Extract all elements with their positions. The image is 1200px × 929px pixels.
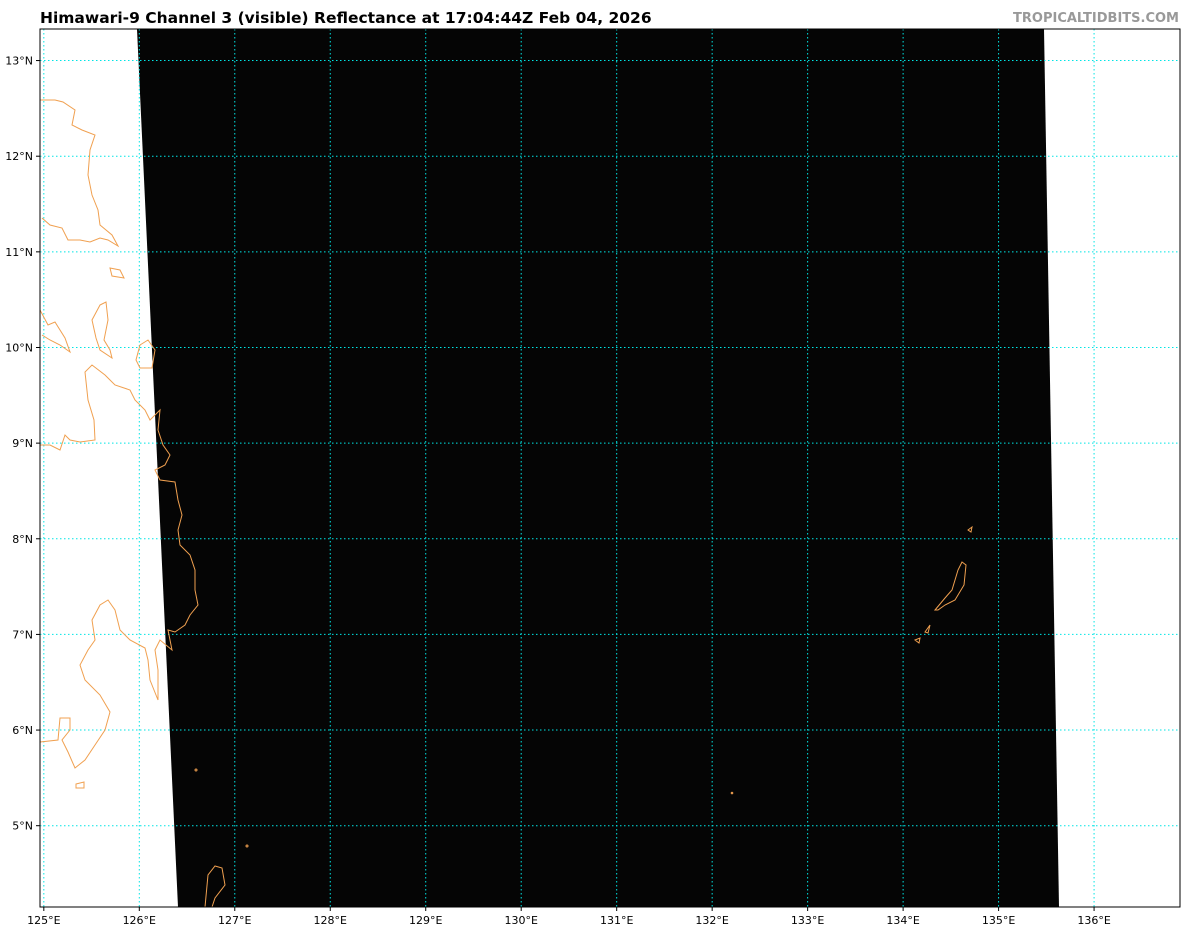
- coastline-small-island: [75, 781, 85, 789]
- lat-tick-label: 7°N: [12, 628, 33, 641]
- coastline-siargao: [91, 301, 113, 360]
- coastline-dinagat: [109, 267, 125, 279]
- coastline-palau: [913, 525, 973, 644]
- lon-tick-label: 134°E: [886, 914, 919, 927]
- lat-tick-label: 10°N: [5, 341, 33, 354]
- lat-tick-label: 13°N: [5, 55, 33, 68]
- lon-tick-label: 125°E: [27, 914, 60, 927]
- lon-tick-label: 136°E: [1077, 914, 1110, 927]
- lon-tick-label: 133°E: [791, 914, 824, 927]
- coastline-leyte: [40, 309, 71, 354]
- lat-tick-label: 12°N: [5, 150, 33, 163]
- coastline-mindanao-ne: [40, 339, 199, 769]
- islet: [245, 844, 249, 848]
- lon-tick-label: 127°E: [218, 914, 251, 927]
- imagery-swath: [137, 29, 1059, 907]
- lat-tick-label: 9°N: [12, 437, 33, 450]
- lon-tick-label: 130°E: [504, 914, 537, 927]
- lat-tick-label: 6°N: [12, 724, 33, 737]
- coastlines: [40, 99, 973, 907]
- lat-tick-label: 8°N: [12, 533, 33, 546]
- lon-tick-label: 128°E: [314, 914, 347, 927]
- islet: [730, 791, 734, 795]
- lon-tick-label: 131°E: [600, 914, 633, 927]
- lon-tick-label: 135°E: [982, 914, 1015, 927]
- watermark: TROPICALTIDBITS.COM: [1013, 11, 1179, 26]
- lon-tick-label: 132°E: [695, 914, 728, 927]
- lon-tick-label: 129°E: [409, 914, 442, 927]
- lon-tick-label: 126°E: [123, 914, 156, 927]
- lat-tick-label: 5°N: [12, 820, 33, 833]
- islet: [194, 768, 198, 772]
- axis-ticks: 125°E 126°E 127°E 128°E 129°E 130°E 131°E 132°E…: [5, 55, 1111, 927]
- map-title: Himawari-9 Channel 3 (visible) Reflectan…: [40, 9, 652, 27]
- coastline-mindanao-se: [204, 865, 226, 907]
- coastline-samar: [40, 99, 120, 248]
- lat-tick-label: 11°N: [5, 246, 33, 259]
- map-frame: [39, 28, 1181, 908]
